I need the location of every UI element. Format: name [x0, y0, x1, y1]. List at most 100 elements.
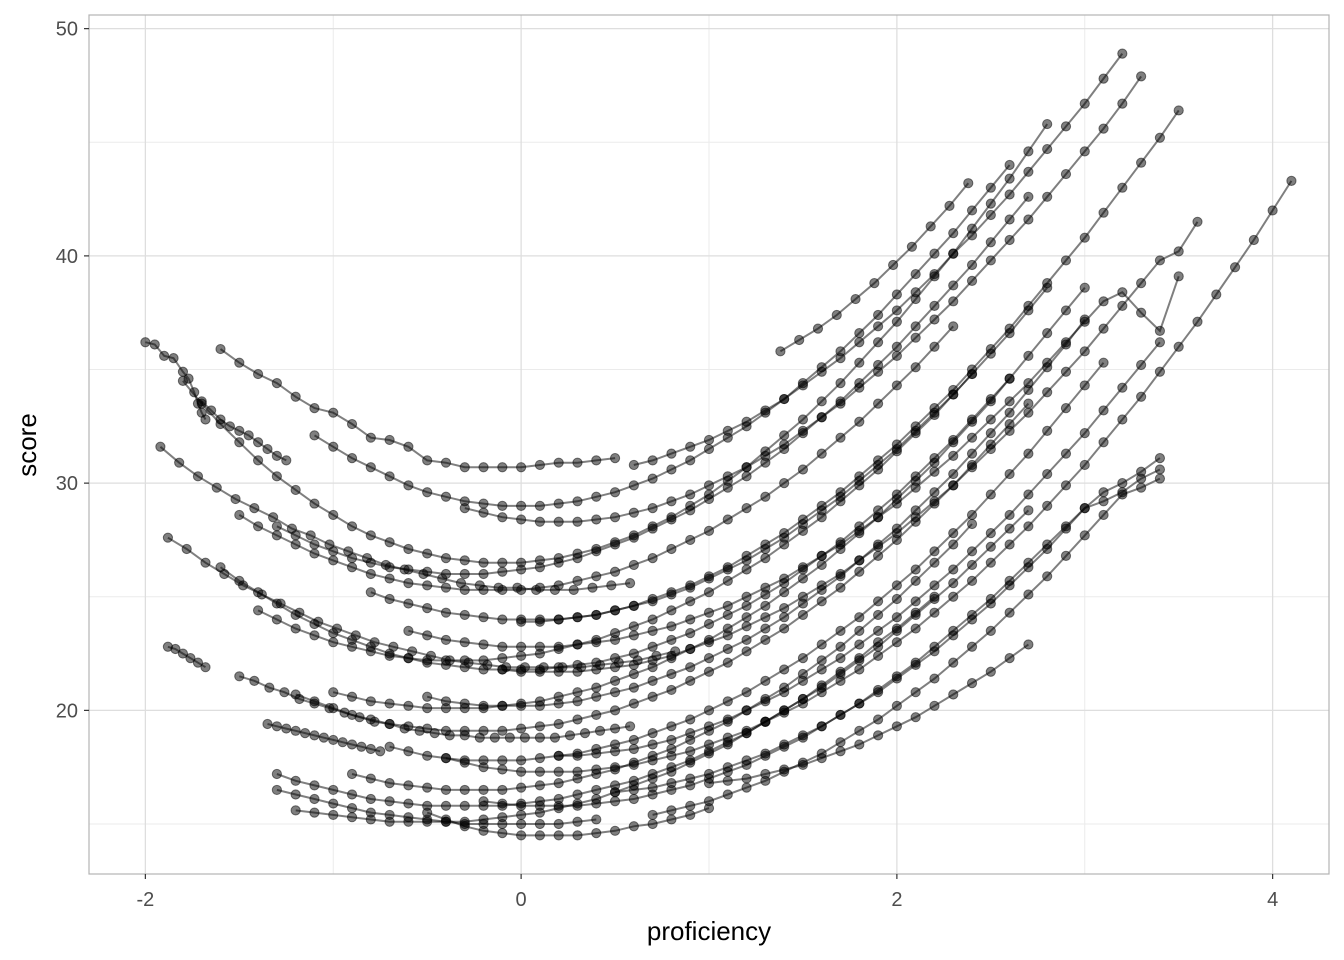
data-point [854, 664, 865, 675]
data-point [948, 564, 959, 575]
data-point [553, 614, 564, 625]
data-point [722, 432, 733, 443]
data-point [365, 432, 376, 443]
data-point [1117, 382, 1128, 393]
data-point [478, 639, 489, 650]
data-point [403, 578, 414, 589]
data-point [346, 709, 358, 721]
data-point [1079, 314, 1090, 325]
trajectory [384, 357, 1109, 766]
data-point [328, 628, 339, 639]
data-point [628, 743, 639, 755]
data-point [534, 500, 546, 511]
data-point [478, 498, 489, 509]
data-point [305, 530, 316, 541]
data-point [741, 421, 752, 432]
data-point [497, 664, 508, 675]
data-point [594, 725, 606, 736]
data-point [1117, 287, 1128, 298]
data-point [328, 809, 339, 821]
data-point [835, 709, 846, 721]
data-point [797, 378, 809, 389]
data-point [685, 455, 696, 466]
data-point [741, 600, 752, 611]
data-point [835, 666, 846, 677]
data-point [966, 575, 978, 586]
data-point [534, 582, 546, 593]
trajectory-line [201, 400, 287, 462]
data-point [985, 209, 996, 221]
data-point [722, 696, 733, 707]
data-point [1079, 98, 1090, 109]
data-point [309, 403, 320, 414]
data-point [741, 564, 752, 575]
data-point [478, 568, 489, 580]
data-point [1023, 191, 1034, 202]
data-point [647, 675, 658, 686]
data-point [215, 343, 226, 355]
data-point [628, 507, 639, 518]
data-point [422, 703, 433, 714]
data-point [609, 675, 621, 686]
data-point [854, 566, 865, 577]
data-point [985, 541, 996, 552]
data-point [234, 509, 245, 521]
data-point [516, 616, 527, 627]
data-point [703, 587, 715, 598]
data-point [910, 659, 921, 671]
data-point [268, 512, 279, 523]
data-point [440, 816, 452, 827]
data-point [948, 689, 959, 700]
data-point [290, 689, 301, 700]
data-point [328, 784, 339, 796]
data-point [1004, 580, 1015, 591]
data-point [459, 568, 470, 580]
data-point [985, 666, 996, 677]
data-point [1004, 468, 1015, 480]
data-point [384, 650, 395, 661]
data-point [1079, 428, 1090, 439]
data-point [264, 682, 275, 693]
data-point [854, 337, 865, 348]
data-point [271, 768, 282, 780]
data-point [459, 725, 470, 736]
data-point [365, 793, 376, 805]
data-point [775, 346, 786, 357]
data-point [262, 718, 273, 730]
data-point [290, 539, 301, 550]
data-point [1042, 278, 1053, 289]
data-point [685, 505, 696, 516]
data-point [1042, 543, 1053, 555]
data-point [891, 341, 902, 352]
data-point [1060, 168, 1072, 180]
y-tick-label: 20 [56, 700, 78, 722]
data-point [891, 623, 902, 634]
data-point [835, 396, 846, 407]
data-point [835, 653, 846, 664]
data-point [497, 700, 508, 711]
data-point [944, 200, 955, 211]
data-point [196, 398, 207, 409]
data-point [478, 664, 489, 675]
data-point [1136, 473, 1147, 484]
data-point [1117, 489, 1128, 500]
data-point [572, 516, 583, 527]
data-point [647, 473, 658, 484]
data-point [384, 573, 395, 584]
data-point [891, 580, 902, 591]
data-point [384, 471, 395, 482]
data-point [703, 525, 715, 536]
data-point [1023, 300, 1034, 311]
data-point [816, 362, 827, 373]
data-point [497, 584, 508, 596]
data-point [929, 248, 940, 259]
data-point [149, 339, 160, 350]
data-point [1079, 459, 1090, 471]
data-point [666, 766, 677, 777]
x-tick-label: -2 [136, 889, 154, 911]
data-point [722, 514, 733, 525]
data-point [854, 480, 865, 491]
data-point [779, 587, 790, 598]
data-point [609, 653, 621, 664]
data-point [478, 557, 489, 568]
